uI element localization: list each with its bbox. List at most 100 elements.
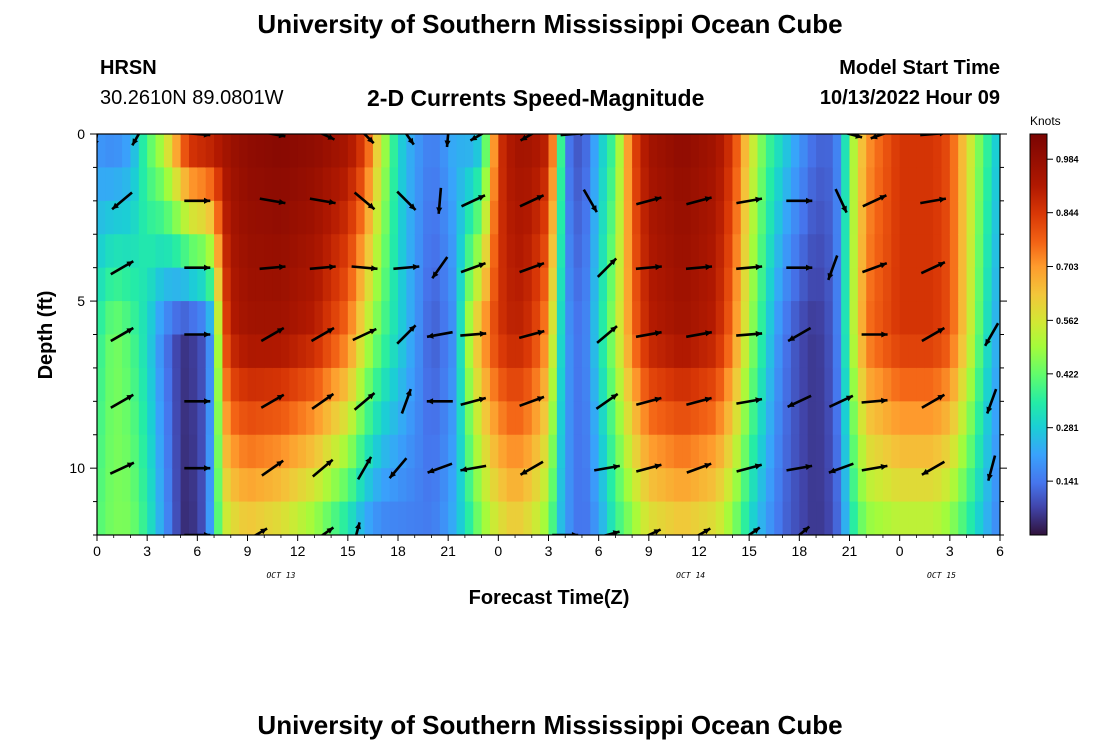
heatmap-cell xyxy=(640,167,650,202)
heatmap-cell xyxy=(389,167,399,202)
heatmap-cell xyxy=(874,501,884,535)
heatmap-cell xyxy=(824,134,834,169)
heatmap-cell xyxy=(481,200,491,235)
heatmap-cell xyxy=(548,301,558,336)
current-vector xyxy=(431,256,449,280)
heatmap-cell xyxy=(724,367,734,402)
heatmap-cell xyxy=(799,401,809,436)
heatmap-cell xyxy=(473,334,483,369)
heatmap-cell xyxy=(147,501,157,535)
heatmap-cell xyxy=(724,134,734,169)
model-start-time: 10/13/2022 Hour 09 xyxy=(819,87,1000,109)
heatmap-cell xyxy=(924,367,934,402)
heatmap-cell xyxy=(423,301,433,336)
heatmap-cell xyxy=(949,468,959,503)
current-vector xyxy=(184,134,211,138)
heatmap-cell xyxy=(699,401,708,436)
heatmap-cell xyxy=(222,200,232,235)
heatmap-cell xyxy=(431,434,441,469)
heatmap-cell xyxy=(757,434,767,469)
current-vector xyxy=(460,330,487,337)
heatmap-cell xyxy=(690,367,700,402)
heatmap-cell xyxy=(849,401,859,436)
heatmap-cell xyxy=(832,167,842,202)
heatmap-cell xyxy=(481,401,491,436)
heatmap-cell xyxy=(565,234,575,269)
heatmap-cell xyxy=(147,134,157,169)
heatmap-cell xyxy=(423,334,433,369)
heatmap-cell xyxy=(657,501,667,535)
heatmap-cell xyxy=(414,401,424,436)
heatmap-cell xyxy=(824,367,834,402)
heatmap-cell xyxy=(974,134,984,169)
heatmap-cell xyxy=(540,200,550,235)
heatmap-cell xyxy=(849,167,859,202)
heatmap-cell xyxy=(607,134,616,169)
current-vector xyxy=(828,394,854,408)
current-vector xyxy=(787,394,812,408)
heatmap-cell xyxy=(816,401,826,436)
heatmap-cell xyxy=(331,434,341,469)
heatmap-cell xyxy=(147,167,157,202)
heatmap-cell xyxy=(306,401,315,436)
heatmap-cell xyxy=(531,267,541,302)
heatmap-cell xyxy=(222,434,232,469)
heatmap-cell xyxy=(673,200,683,235)
heatmap-cell xyxy=(757,401,767,436)
heatmap-cell xyxy=(699,367,708,402)
heatmap-cell xyxy=(456,501,466,535)
current-vector xyxy=(786,197,813,204)
current-vector xyxy=(635,463,662,473)
heatmap-cell xyxy=(841,301,851,336)
heatmap-cell xyxy=(498,234,508,269)
heatmap-cell xyxy=(673,401,683,436)
heatmap-cell xyxy=(122,167,132,202)
heatmap-cell xyxy=(222,401,232,436)
heatmap-cell xyxy=(540,468,550,503)
current-vector xyxy=(109,461,135,475)
heatmap-cell xyxy=(381,434,391,469)
heatmap-cell xyxy=(673,301,683,336)
heatmap-cell xyxy=(991,434,1000,469)
heatmap-cell xyxy=(163,167,173,202)
heatmap-cell xyxy=(272,301,282,336)
heatmap-cell xyxy=(882,267,892,302)
heatmap-cell xyxy=(155,468,165,503)
heatmap-cell xyxy=(615,501,625,535)
heatmap-cell xyxy=(523,501,533,535)
heatmap-cell xyxy=(665,334,675,369)
heatmap-cell xyxy=(147,434,157,469)
heatmap-cell xyxy=(866,468,876,503)
heatmap-cell xyxy=(289,267,299,302)
heatmap-cell xyxy=(531,334,541,369)
current-vector xyxy=(436,187,443,214)
heatmap-cell xyxy=(188,234,198,269)
heatmap-cell xyxy=(381,301,391,336)
heatmap-cell xyxy=(506,267,516,302)
heatmap-cell xyxy=(306,468,315,503)
heatmap-cell xyxy=(372,167,382,202)
heatmap-cell xyxy=(188,267,198,302)
heatmap-cell xyxy=(331,468,341,503)
heatmap-cell xyxy=(406,468,416,503)
heatmap-cell xyxy=(489,434,499,469)
heatmap-cell xyxy=(724,200,734,235)
heatmap-cell xyxy=(531,134,541,169)
heatmap-cell xyxy=(807,401,817,436)
heatmap-cell xyxy=(891,468,901,503)
heatmap-cell xyxy=(498,434,508,469)
x-tick-label: 3 xyxy=(545,543,553,559)
heatmap-cell xyxy=(941,267,951,302)
heatmap-cell xyxy=(941,167,951,202)
heatmap-cell xyxy=(615,367,625,402)
heatmap-cell xyxy=(214,134,224,169)
heatmap-cell xyxy=(456,367,466,402)
heatmap-cell xyxy=(347,167,357,202)
heatmap-cell xyxy=(372,234,382,269)
heatmap-cell xyxy=(439,234,449,269)
current-vector xyxy=(311,392,335,410)
current-vector xyxy=(265,134,286,139)
current-vector xyxy=(354,522,361,535)
heatmap-cell xyxy=(515,401,525,436)
heatmap-cell xyxy=(297,401,307,436)
